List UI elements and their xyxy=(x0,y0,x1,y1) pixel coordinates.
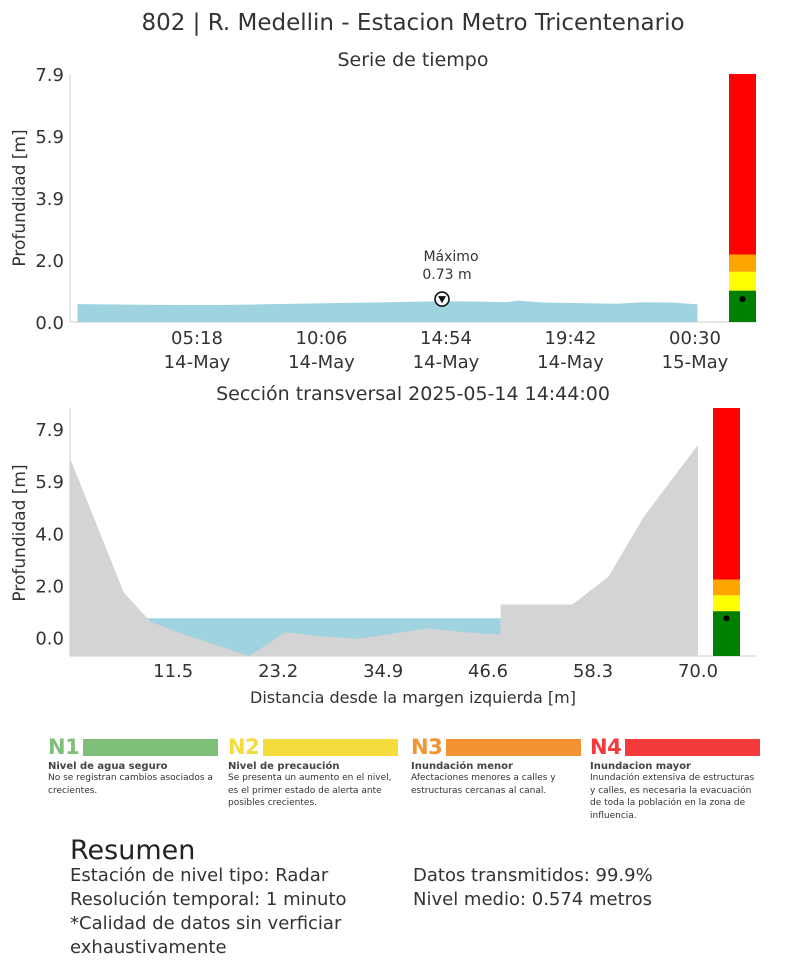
status-level-n3 xyxy=(729,254,756,272)
legend-color-bar xyxy=(83,738,218,756)
cross-section-title: Sección transversal 2025-05-14 14:44:00 xyxy=(216,383,610,405)
status-level-n1 xyxy=(729,290,756,322)
max-annotation-value: 0.73 m xyxy=(422,267,471,283)
y-tick-label: 7.9 xyxy=(35,420,64,441)
summary-line: Estación de nivel tipo: Radar xyxy=(70,865,329,886)
y-tick-label: 2.0 xyxy=(35,251,64,272)
y-tick-label: 0.0 xyxy=(35,629,64,650)
time-series-y-ticks: 0.0 2.0 3.9 5.9 7.9 xyxy=(35,65,64,334)
x-tick-time-label: 10:06 xyxy=(296,328,348,349)
cross-section-y-ticks: 0.0 2.0 4.0 5.9 7.9 xyxy=(35,420,64,649)
summary-section: Resumen Estación de nivel tipo: Radar Re… xyxy=(70,834,770,958)
summary-line: Datos transmitidos: 99.9% xyxy=(413,865,653,886)
legend-description: No se registran cambios asociados a crec… xyxy=(48,773,213,796)
cross-section-panel: Sección transversal 2025-05-14 14:44:00 … xyxy=(10,383,757,707)
legend-name: Nivel de agua seguro xyxy=(48,761,168,772)
time-series-panel: Serie de tiempo 0.0 2.0 3.9 5.9 7.9 05:18 14-… xyxy=(10,49,757,373)
y-tick-label: 7.9 xyxy=(35,65,64,86)
status-level-n4 xyxy=(713,408,740,580)
cross-section-plot-area xyxy=(69,408,757,657)
channel-ground-profile xyxy=(70,444,698,656)
y-tick-label: 4.0 xyxy=(35,524,64,545)
x-tick-date-label: 14-May xyxy=(537,352,604,373)
legend-code: N3 xyxy=(411,735,443,759)
x-tick-label: 58.3 xyxy=(573,661,613,682)
summary-line: Resolución temporal: 1 minuto xyxy=(70,889,347,910)
alert-level-legend: N1 Nivel de agua seguro No se registran … xyxy=(48,735,760,830)
summary-line: *Calidad de datos sin verficiar xyxy=(70,913,342,934)
y-tick-label: 5.9 xyxy=(35,127,64,148)
legend-description: Inundación extensiva de estructuras y ca… xyxy=(590,773,755,821)
cross-section-y-label: Profundidad [m] xyxy=(10,464,30,601)
legend-item-n3: N3 Inundación menor Afectaciones menores… xyxy=(411,735,581,797)
time-series-status-bar xyxy=(729,74,756,322)
x-tick-date-label: 15-May xyxy=(662,352,729,373)
legend-code: N4 xyxy=(590,735,622,759)
legend-item-n4: N4 Inundacion mayor Inundación extensiva… xyxy=(590,735,760,822)
x-tick-time-label: 05:18 xyxy=(171,328,223,349)
x-tick-label: 34.9 xyxy=(363,661,403,682)
y-tick-label: 3.9 xyxy=(35,189,64,210)
y-tick-label: 2.0 xyxy=(35,576,64,597)
legend-item-n1: N1 Nivel de agua seguro No se registran … xyxy=(48,735,218,797)
status-level-n3 xyxy=(713,579,740,596)
max-annotation-label: Máximo xyxy=(423,249,478,265)
x-tick-time-label: 00:30 xyxy=(669,328,721,349)
x-tick-label: 70.0 xyxy=(678,661,718,682)
current-level-marker xyxy=(723,615,730,622)
time-series-title: Serie de tiempo xyxy=(338,49,489,71)
summary-right-column: Datos transmitidos: 99.9% Nivel medio: 0… xyxy=(413,864,653,912)
cross-section-status-bar xyxy=(713,408,740,656)
legend-item-n2: N2 Nivel de precaución Se presenta un au… xyxy=(228,735,398,810)
cross-section-x-ticks: 11.5 23.2 34.9 46.6 58.3 70.0 xyxy=(153,661,718,682)
x-tick-label: 11.5 xyxy=(153,661,193,682)
legend-color-bar xyxy=(625,738,760,756)
x-tick-date-label: 14-May xyxy=(164,352,231,373)
summary-line: Nivel medio: 0.574 metros xyxy=(413,889,653,910)
x-tick-date-label: 14-May xyxy=(288,352,355,373)
max-annotation: Máximo 0.73 m xyxy=(422,249,479,307)
summary-line: exhaustivamente xyxy=(70,937,227,958)
legend-color-bar xyxy=(446,738,581,756)
max-marker-triangle xyxy=(438,296,446,304)
cross-section-x-label: Distancia desde la margen izquierda [m] xyxy=(250,688,576,707)
legend-name: Nivel de precaución xyxy=(228,761,340,772)
x-tick-label: 46.6 xyxy=(468,661,508,682)
current-level-marker xyxy=(739,296,746,303)
status-level-n2 xyxy=(729,271,756,291)
y-tick-label: 5.9 xyxy=(35,472,64,493)
summary-left-column: Estación de nivel tipo: Radar Resolución… xyxy=(70,864,347,960)
time-series-plot-area xyxy=(69,74,757,323)
legend-name: Inundacion mayor xyxy=(590,761,691,772)
legend-description: Se presenta un aumento en el nivel, es e… xyxy=(228,773,392,808)
status-level-n4 xyxy=(729,74,756,255)
legend-description: Afectaciones menores a calles y estructu… xyxy=(411,773,556,796)
x-tick-label: 23.2 xyxy=(258,661,298,682)
summary-title: Resumen xyxy=(70,835,196,866)
legend-code: N1 xyxy=(48,735,80,759)
figure-title: 802 | R. Medellin - Estacion Metro Trice… xyxy=(141,10,684,36)
time-series-x-ticks: 05:18 14-May 10:06 14-May 14:54 14-May 19:42 14… xyxy=(164,328,729,373)
legend-color-bar xyxy=(263,738,398,756)
x-tick-date-label: 14-May xyxy=(413,352,480,373)
y-tick-label: 0.0 xyxy=(35,313,64,334)
legend-code: N2 xyxy=(228,735,260,759)
time-series-y-label: Profundidad [m] xyxy=(10,129,30,266)
legend-name: Inundación menor xyxy=(411,761,513,772)
x-tick-time-label: 14:54 xyxy=(420,328,472,349)
x-tick-time-label: 19:42 xyxy=(545,328,597,349)
status-level-n2 xyxy=(713,595,740,612)
water-level-series xyxy=(77,300,698,322)
